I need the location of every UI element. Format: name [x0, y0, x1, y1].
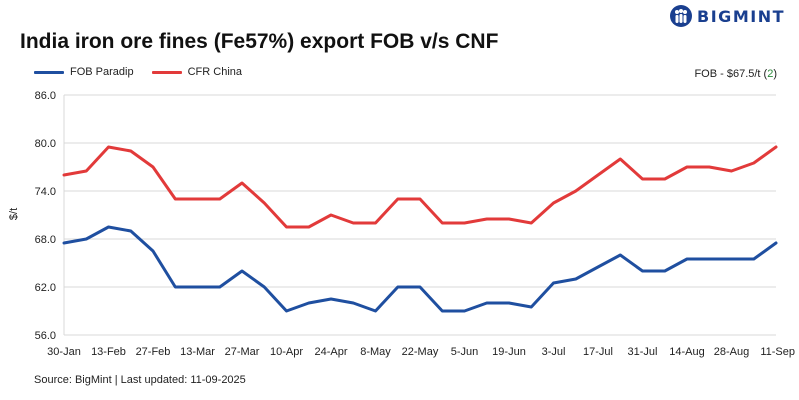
x-tick-label: 3-Jul — [542, 346, 566, 358]
legend-swatch-cfr — [151, 70, 182, 74]
x-tick-label: 22-May — [402, 346, 439, 358]
x-tick-label: 10-Apr — [270, 346, 303, 358]
x-tick-label: 24-Apr — [314, 346, 347, 358]
brand-logo: BIGMINT — [669, 4, 785, 28]
x-tick-label: 19-Jun — [492, 346, 526, 358]
series-line-fob-paradip — [62, 225, 778, 313]
x-tick-label: 28-Aug — [714, 346, 749, 358]
y-tick-label: 56.0 — [35, 330, 56, 342]
y-tick-labels: 86.0 80.0 74.0 68.0 62.0 56.0 — [35, 90, 56, 342]
x-tick-label: 5-Jun — [451, 346, 479, 358]
latest-price-note: FOB - $67.5/t (2) — [694, 68, 777, 80]
bigmint-logo-icon — [670, 5, 693, 27]
note-prefix: FOB - $67.5/t ( — [694, 68, 768, 80]
series-lines — [62, 145, 778, 313]
y-axis-label: $/t — [8, 208, 20, 220]
legend-swatch-fob — [34, 70, 64, 74]
legend-item-fob: FOB Paradip — [34, 66, 134, 78]
x-tick-label: 17-Jul — [583, 346, 613, 358]
x-tick-label: 27-Mar — [225, 346, 260, 358]
x-tick-label: 27-Feb — [136, 346, 171, 358]
y-tick-label: 68.0 — [35, 234, 56, 246]
y-tick-label: 86.0 — [35, 90, 56, 102]
chart-legend: FOB Paradip CFR China — [34, 66, 260, 78]
x-tick-label: 31-Jul — [628, 346, 658, 358]
y-tick-label: 62.0 — [35, 282, 56, 294]
y-tick-label: 80.0 — [35, 138, 56, 150]
note-change-value: 2 — [767, 68, 774, 80]
x-tick-label: 13-Mar — [180, 346, 215, 358]
brand-name: BIGMINT — [697, 6, 785, 26]
series-line-cfr-china — [62, 145, 778, 229]
x-tick-label: 13-Feb — [91, 346, 126, 358]
grid-lines — [63, 94, 776, 336]
x-tick-label: 8-May — [360, 346, 391, 358]
note-suffix: ) — [773, 68, 777, 80]
x-tick-label: 11-Sep — [760, 346, 795, 358]
legend-item-cfr: CFR China — [151, 66, 242, 78]
chart-title: India iron ore fines (Fe57%) export FOB … — [20, 30, 499, 53]
x-tick-labels: 30-Jan 13-Feb 27-Feb 13-Mar 27-Mar 10-Apr 24-A… — [47, 346, 795, 358]
y-tick-label: 74.0 — [35, 186, 56, 198]
source-note: Source: BigMint | Last updated: 11-09-20… — [34, 374, 246, 386]
legend-label-cfr: CFR China — [187, 66, 242, 78]
x-tick-label: 30-Jan — [47, 346, 81, 358]
x-tick-label: 14-Aug — [669, 346, 704, 358]
legend-label-fob: FOB Paradip — [70, 66, 134, 78]
